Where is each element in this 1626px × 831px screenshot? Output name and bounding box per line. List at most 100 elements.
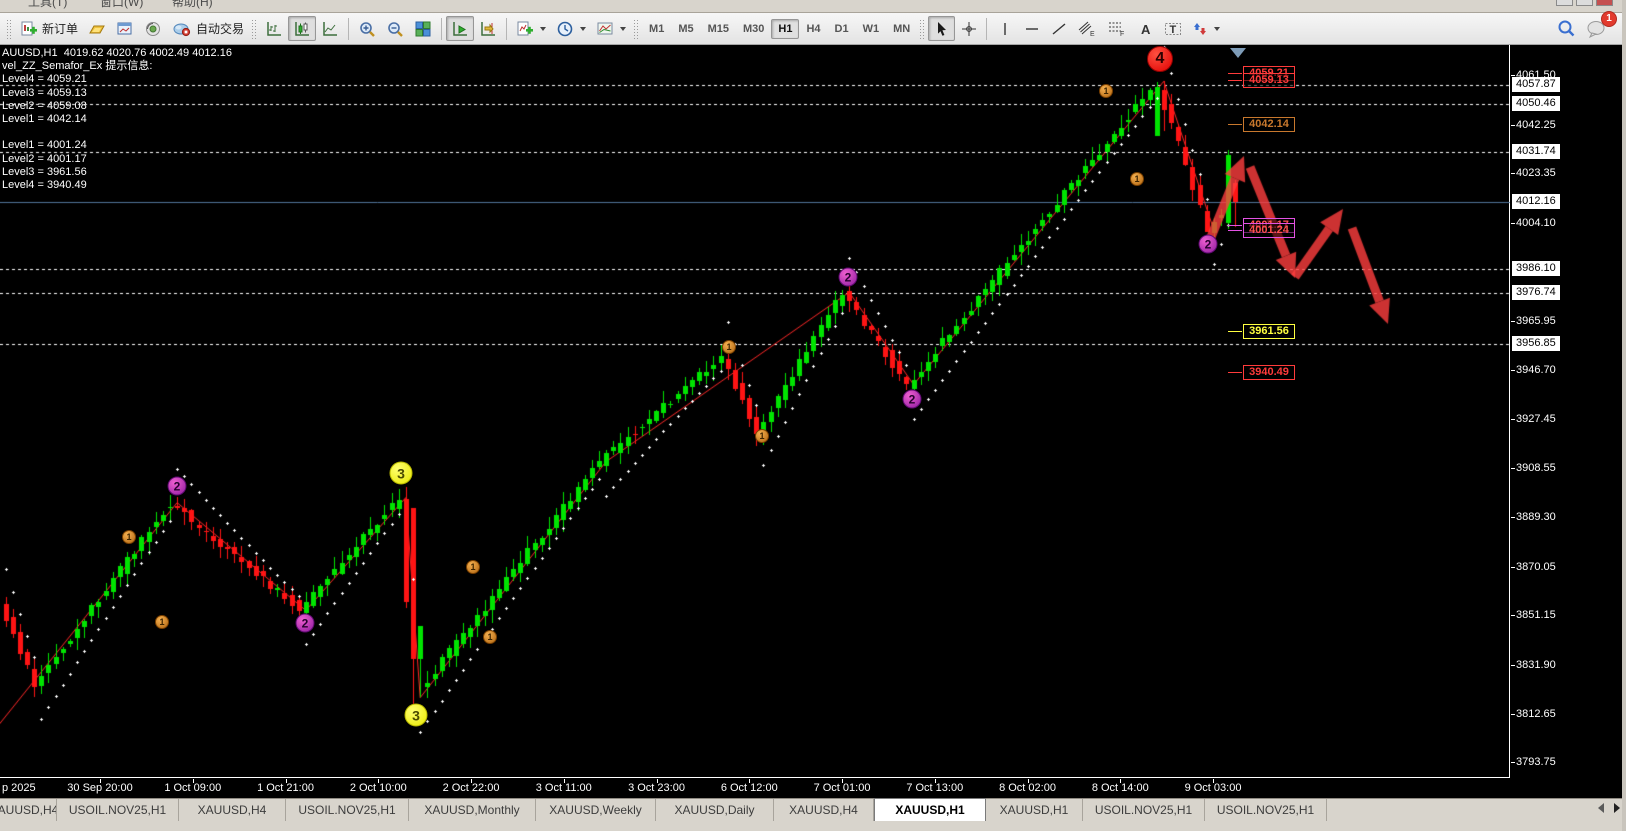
- timeframe-h1[interactable]: H1: [771, 18, 800, 39]
- timeframe-d1[interactable]: D1: [834, 22, 849, 35]
- menu-item-tools[interactable]: 工具(T): [28, 0, 68, 9]
- price-level-label: 4057.87: [1512, 76, 1560, 92]
- text-icon: A: [1139, 21, 1153, 37]
- time-tick-label: 8 Oct 02:00: [999, 782, 1056, 794]
- chart-tab[interactable]: USOIL.NOV25,H1: [1205, 799, 1327, 821]
- chat-bubble-icon: [1586, 19, 1608, 39]
- time-tick-mark: [285, 779, 287, 783]
- new-order-icon: [20, 20, 38, 38]
- timeframe-m1[interactable]: M1: [649, 22, 665, 35]
- close-button[interactable]: [1596, 0, 1613, 6]
- gold-bar-icon: [88, 20, 106, 38]
- timeframe-m15[interactable]: M15: [707, 22, 729, 35]
- time-tick-label: 2 Oct 22:00: [442, 782, 500, 794]
- toolbar-grip[interactable]: [633, 18, 640, 39]
- chart-tab[interactable]: XAUUSD,Monthly: [409, 799, 536, 821]
- dropdown-caret: [620, 26, 627, 31]
- chart-tab[interactable]: USOIL.NOV25,H1: [57, 799, 179, 821]
- chart-tab[interactable]: XAUUSD,Daily: [656, 799, 774, 821]
- gold-button[interactable]: [83, 16, 111, 41]
- line-chart-button[interactable]: [316, 16, 344, 41]
- text-label-button[interactable]: T: [1159, 16, 1187, 41]
- zoom-out-button[interactable]: [381, 16, 409, 41]
- zoom-in-button[interactable]: [353, 16, 381, 41]
- timeframe-h4[interactable]: H4: [806, 22, 821, 35]
- horizontal-line-button[interactable]: [1018, 16, 1045, 41]
- maximize-button[interactable]: [1576, 0, 1593, 6]
- chart-tab[interactable]: XAUUSD,H1: [874, 798, 986, 821]
- chart-window-icon: [116, 20, 134, 38]
- time-tick-mark: [378, 779, 380, 783]
- toolbar-grip[interactable]: [6, 18, 12, 39]
- fibonacci-button[interactable]: F: [1102, 16, 1132, 41]
- chart-tab[interactable]: USOIL.NOV25,H1: [286, 799, 409, 821]
- auto-scroll-button[interactable]: [446, 16, 475, 41]
- timeframe-m30[interactable]: M30: [743, 22, 765, 35]
- signal-icon: [144, 20, 162, 38]
- toolbar-grip[interactable]: [251, 18, 258, 39]
- time-tick-label: 8 Oct 14:00: [1091, 782, 1149, 794]
- menu-item-window[interactable]: 窗口(W): [100, 0, 144, 9]
- indicators-button[interactable]: [511, 16, 551, 41]
- vertical-line-button[interactable]: [991, 16, 1018, 41]
- crosshair-button[interactable]: [955, 16, 982, 41]
- trendline-button[interactable]: [1045, 16, 1072, 41]
- cursor-button[interactable]: [928, 16, 956, 41]
- search-icon[interactable]: [1556, 19, 1576, 39]
- timeframe-mn[interactable]: MN: [893, 22, 911, 35]
- svg-text:T: T: [1170, 24, 1177, 36]
- tab-scroll-right-icon[interactable]: [1614, 803, 1620, 813]
- bar-chart-icon: [265, 20, 283, 38]
- time-tick-mark: [192, 779, 194, 783]
- time-tick-label: p 2025: [2, 782, 36, 794]
- time-tick-label: 6 Oct 12:00: [720, 782, 778, 794]
- charts-window-button[interactable]: [111, 16, 139, 41]
- new-order-button[interactable]: 新订单: [15, 16, 83, 41]
- time-tick-label: 3 Oct 11:00: [535, 782, 592, 794]
- dropdown-caret: [1214, 26, 1221, 31]
- text-label-icon: T: [1164, 21, 1182, 37]
- tile-windows-icon: [414, 20, 432, 38]
- menu-bar: 工具(T) 窗口(W) 帮助(H): [0, 0, 1626, 13]
- minimize-button[interactable]: [1556, 0, 1573, 6]
- chart-tab[interactable]: AUUSD,H4: [0, 799, 57, 821]
- main-toolbar: 新订单: [0, 10, 1626, 45]
- period-button[interactable]: [551, 16, 591, 41]
- time-tick-mark: [656, 779, 658, 783]
- tab-scroll-left-icon[interactable]: [1598, 803, 1604, 813]
- timeframe-w1[interactable]: W1: [862, 22, 880, 35]
- template-icon: [596, 20, 614, 38]
- time-axis[interactable]: p 2025 30 Sep 20:00 1 Oct 09:00 1 Oct 21:00…: [0, 779, 1626, 798]
- chart-shift-button[interactable]: [474, 16, 502, 41]
- chart-tab[interactable]: USOIL.NOV25,H1: [1083, 799, 1205, 821]
- bar-chart-button[interactable]: [260, 16, 288, 41]
- candle-chart-icon: [293, 20, 311, 38]
- template-button[interactable]: [591, 16, 631, 41]
- chart-tab[interactable]: XAUUSD,H4: [179, 799, 286, 821]
- equidistant-channel-button[interactable]: E: [1072, 16, 1102, 41]
- tile-windows-button[interactable]: [409, 16, 437, 41]
- price-level-label: 4050.46: [1512, 95, 1560, 111]
- price-chart-canvas[interactable]: [0, 45, 1510, 778]
- text-button[interactable]: A: [1132, 16, 1159, 41]
- chart-tab[interactable]: XAUUSD,H4: [774, 799, 874, 821]
- chart-tab[interactable]: XAUUSD,Weekly: [536, 799, 656, 821]
- time-tick-mark: [749, 779, 751, 783]
- price-level-label: 4031.74: [1512, 143, 1560, 159]
- menu-item-help[interactable]: 帮助(H): [172, 0, 213, 9]
- time-tick-mark: [1120, 779, 1122, 783]
- arrows-tool-button[interactable]: [1187, 16, 1225, 41]
- price-tick-label: 3812.65: [1511, 707, 1556, 720]
- dropdown-caret: [540, 26, 547, 31]
- svg-text:A: A: [1141, 22, 1151, 37]
- autotrade-button[interactable]: 自动交易: [167, 16, 249, 41]
- price-axis[interactable]: 4061.50 4042.25 4023.35 4004.10 3965.95 3946.…: [1511, 45, 1626, 778]
- toolbar-grip[interactable]: [919, 18, 926, 39]
- signal-button[interactable]: [139, 16, 167, 41]
- candle-chart-button[interactable]: [288, 16, 317, 41]
- chat-notification-badge: 1: [1601, 10, 1617, 27]
- chart-tab[interactable]: XAUUSD,H1: [986, 799, 1083, 821]
- price-level-label: 3976.74: [1512, 284, 1560, 300]
- timeframe-m5[interactable]: M5: [678, 22, 694, 35]
- community-chat-button[interactable]: 1: [1586, 10, 1617, 39]
